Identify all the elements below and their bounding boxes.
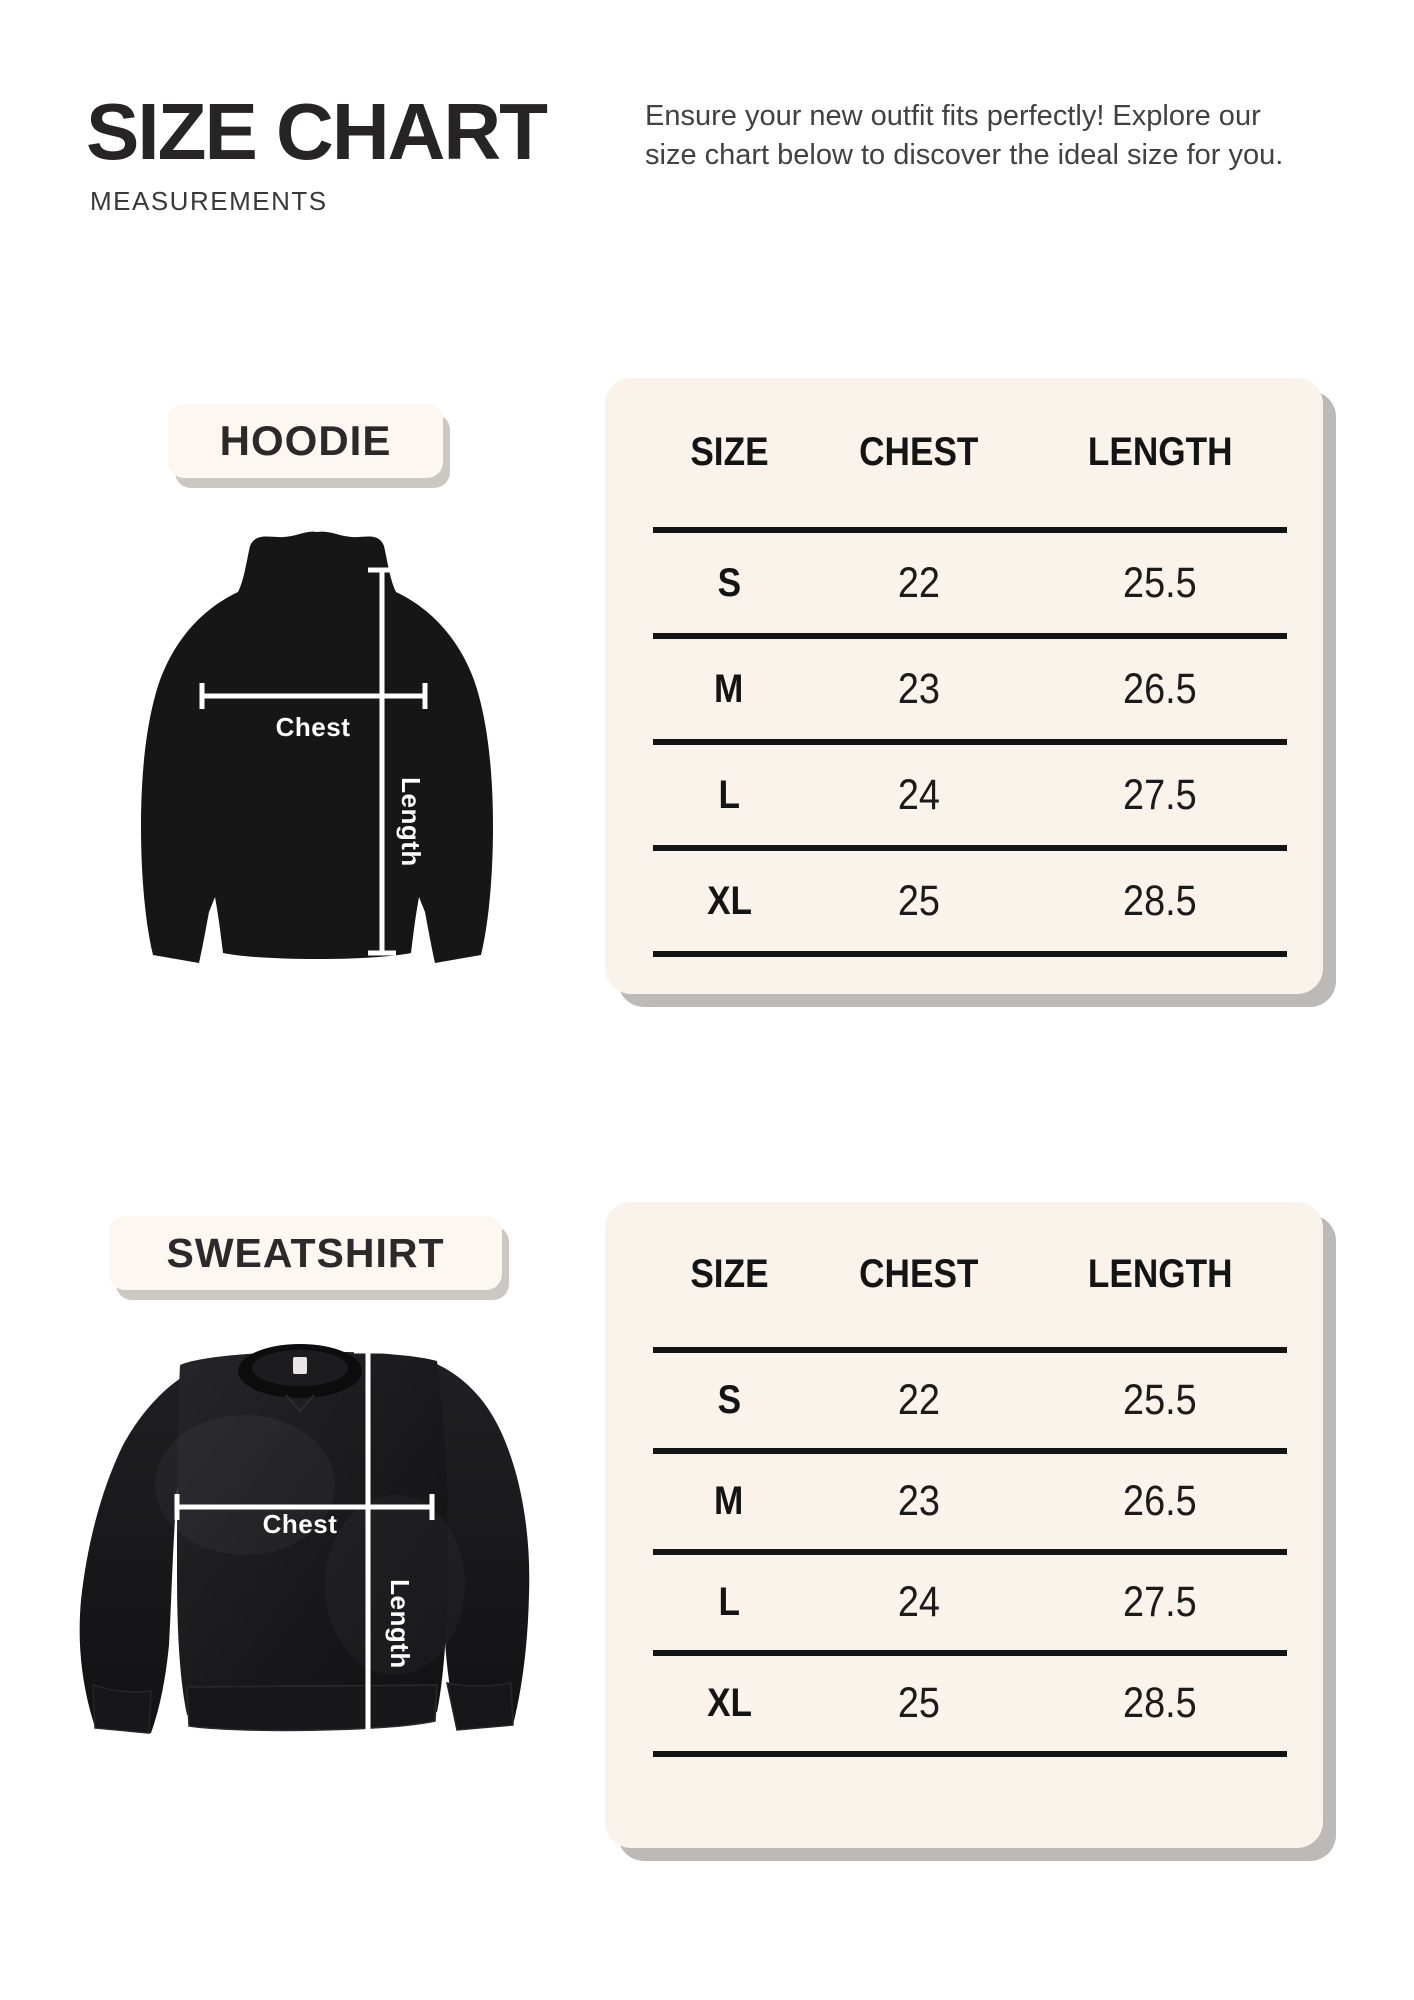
cell-size: L [718,1580,740,1624]
hoodie-chest-measure-label: Chest [276,712,351,742]
hoodie-size-table: SIZE CHEST LENGTH S 22 25.5 M 23 26.5 L … [605,378,1323,994]
hoodie-size-table-card: SIZE CHEST LENGTH S 22 25.5 M 23 26.5 L … [605,378,1323,994]
sweatshirt-size-table-card: SIZE CHEST LENGTH S 22 25.5 M 23 26.5 L … [605,1202,1323,1848]
divider [653,1751,1287,1757]
divider [653,951,1287,957]
table-row: S 22 25.5 [653,533,1287,633]
sweatshirt-chest-measure-label: Chest [263,1509,338,1539]
cell-size: L [718,772,740,817]
page-subtitle: MEASUREMENTS [90,186,328,216]
table-row: M 23 26.5 [653,639,1287,739]
cell-size: XL [706,878,752,923]
table-row: XL 25 28.5 [653,851,1287,951]
cell-length: 27.5 [1123,1578,1198,1626]
column-header-chest: CHEST [859,1252,979,1296]
sweatshirt-table-header: SIZE CHEST LENGTH [653,1202,1287,1347]
cell-chest: 23 [898,1477,941,1525]
hoodie-table-header: SIZE CHEST LENGTH [653,378,1287,527]
sweatshirt-chest-line [174,1494,435,1520]
cell-length: 28.5 [1123,876,1198,925]
cell-size: M [714,666,744,711]
cell-size: XL [706,1681,752,1725]
hoodie-label-text: HOODIE [219,417,392,464]
sweatshirt-section-label: SWEATSHIRT [109,1216,502,1290]
column-header-chest: CHEST [859,430,979,474]
cell-length: 27.5 [1123,770,1198,819]
hoodie-section-label: HOODIE [168,404,443,478]
divider [653,1448,1287,1454]
column-header-length: LENGTH [1087,1252,1233,1296]
cell-length: 26.5 [1123,1477,1198,1525]
neck-tag [293,1357,307,1374]
hoodie-length-line [368,567,396,956]
sweatshirt-right-sleeve [425,1359,530,1730]
cell-size: S [717,560,741,605]
cell-length: 26.5 [1123,664,1198,713]
hoodie-illustration: Chest Length [141,531,493,963]
table-row: L 24 27.5 [653,745,1287,845]
hoodie-chest-line [199,683,428,709]
hoodie-length-measure-label: Length [396,777,426,867]
divider [653,527,1287,533]
divider [653,1347,1287,1353]
cell-chest: 24 [898,1578,941,1626]
cell-chest: 23 [898,664,941,713]
cell-length: 25.5 [1123,558,1198,607]
page-title: SIZE CHART [86,87,548,176]
sweatshirt-right-cuff [446,1682,514,1731]
sweatshirt-left-sleeve [79,1360,215,1733]
cell-chest: 25 [898,1679,941,1727]
table-row: XL 25 28.5 [653,1656,1287,1751]
cell-length: 25.5 [1123,1376,1198,1424]
sweatshirt-left-cuff [92,1683,152,1734]
cell-size: S [717,1378,741,1422]
intro-text: Ensure your new outfit fits perfectly! E… [645,100,1284,171]
collar-v-stitch [285,1394,315,1413]
fabric-highlight [155,1415,335,1555]
cell-length: 28.5 [1123,1679,1198,1727]
sweatshirt-body [177,1351,449,1725]
cell-size: M [714,1479,744,1523]
table-row: S 22 25.5 [653,1353,1287,1448]
cell-chest: 22 [898,1376,941,1424]
hoodie-silhouette [141,531,493,963]
sweatshirt-length-line [354,1348,382,1758]
sweatshirt-length-measure-label: Length [385,1579,415,1669]
table-row: M 23 26.5 [653,1454,1287,1549]
sweatshirt-size-table: SIZE CHEST LENGTH S 22 25.5 M 23 26.5 L … [605,1202,1323,1848]
cell-chest: 24 [898,770,941,819]
sweatshirt-illustration: Chest Length [79,1344,530,1758]
divider [653,633,1287,639]
cell-chest: 22 [898,558,941,607]
divider [653,845,1287,851]
divider [653,739,1287,745]
sweatshirt-hem-band [186,1684,438,1732]
divider [653,1650,1287,1656]
column-header-size: SIZE [689,1252,769,1296]
divider [653,1549,1287,1555]
cell-chest: 25 [898,876,941,925]
sweatshirt-label-text: SWEATSHIRT [166,1229,445,1276]
table-row: L 24 27.5 [653,1555,1287,1650]
column-header-size: SIZE [689,430,769,474]
column-header-length: LENGTH [1087,430,1233,474]
